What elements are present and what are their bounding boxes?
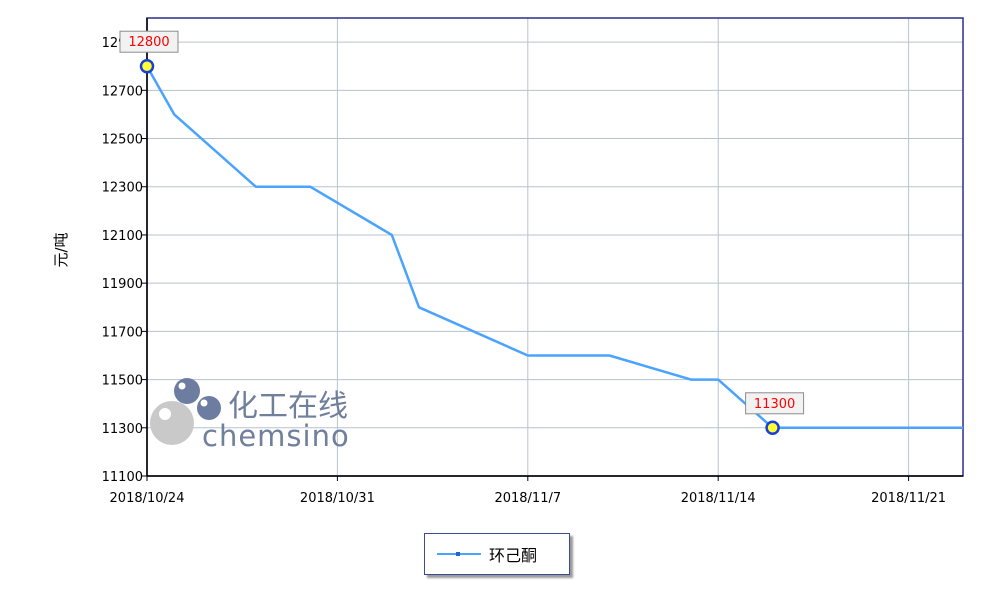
legend: 环己酮 <box>424 533 570 575</box>
x-tick-label: 2018/10/31 <box>300 491 375 506</box>
y-tick-label: 12300 <box>102 181 143 196</box>
grid-lines <box>147 18 963 476</box>
x-tick-label: 2018/10/24 <box>110 491 185 506</box>
y-axis-label: 元/吨 <box>52 232 70 267</box>
data-label: 12800 <box>128 35 169 50</box>
series-line-cyclohexanone <box>145 65 963 430</box>
y-tick-label: 11700 <box>102 325 143 340</box>
plot-area <box>147 18 963 476</box>
x-axis-ticks: 2018/10/24 2018/10/31 2018/11/7 2018/11/14 2… <box>110 476 946 506</box>
data-point-marker <box>765 420 780 436</box>
y-tick-label: 12500 <box>102 133 143 148</box>
data-label: 11300 <box>754 397 795 412</box>
data-annotations: 12800 11300 <box>119 30 805 436</box>
x-tick-label: 2018/11/21 <box>871 491 946 506</box>
watermark-logo-circle-large <box>150 401 194 445</box>
y-tick-label: 12700 <box>102 84 143 99</box>
y-axis-ticks: 11100 11300 11500 11700 11900 12100 12300 12500… <box>102 36 147 485</box>
x-tick-label: 2018/11/14 <box>681 491 756 506</box>
axes <box>146 17 964 477</box>
watermark-logo-circle-top <box>174 378 200 404</box>
data-point-marker <box>139 58 155 74</box>
watermark-chinese-text: 化工在线 <box>228 389 348 424</box>
legend-series-label: 环己酮 <box>489 546 538 565</box>
data-label-box <box>745 392 805 415</box>
y-tick-label: 11500 <box>102 374 143 389</box>
data-label-box <box>119 30 179 53</box>
watermark-logo-highlight-right <box>200 399 208 407</box>
chemsino-watermark: 化工在线 chemsino <box>150 378 350 453</box>
watermark-english-text: chemsino <box>202 419 350 453</box>
watermark-logo-highlight <box>159 408 171 420</box>
watermark-logo-circle-right <box>197 396 221 420</box>
y-tick-label: 11900 <box>102 277 143 292</box>
watermark-logo-highlight-top <box>178 382 186 390</box>
y-tick-label: 11100 <box>102 470 143 485</box>
y-tick-label: 12100 <box>102 229 143 244</box>
legend-series-swatch <box>437 552 481 556</box>
plot-background <box>147 18 963 476</box>
x-tick-label: 2018/11/7 <box>494 491 561 506</box>
series-layer <box>145 65 963 430</box>
y-tick-label: 11300 <box>102 422 143 437</box>
